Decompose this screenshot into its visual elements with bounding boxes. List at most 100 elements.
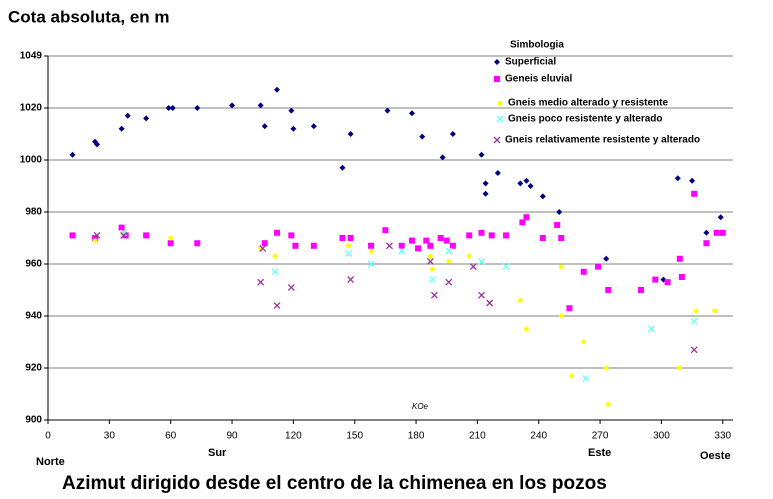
point [569,373,574,379]
point [398,247,406,255]
x-tick-label: 330 [714,431,731,442]
point [229,102,236,109]
point [558,264,564,269]
point [445,278,453,286]
point [523,214,530,221]
point [554,222,561,228]
legend-marker [494,59,500,65]
point [386,242,393,250]
point [261,123,268,130]
x-tick-label: 270 [592,431,609,442]
x-tick-label: 0 [45,431,51,442]
point [346,243,351,249]
point [310,123,317,130]
point [292,242,299,249]
annotation: KOe [412,402,429,411]
point [445,247,453,255]
legend-label: Gneis poco resistente y alterado [508,114,663,125]
point [664,279,671,286]
point [558,313,564,319]
point [580,268,587,275]
legend-label: Gneis medio alterado y resistente [508,98,668,109]
point [367,260,375,268]
point [339,235,346,241]
point [423,237,430,244]
point [347,235,354,241]
point [167,240,174,247]
point [368,248,374,254]
legend-marker [493,136,501,144]
point [443,237,450,244]
x-tick-label: 300 [653,431,670,442]
point [92,238,98,244]
y-tick-label: 960 [25,259,42,270]
point [517,180,524,187]
point [690,346,698,354]
point [120,231,128,239]
point [408,110,415,117]
point [523,177,530,184]
point [488,232,495,239]
point [118,224,125,231]
point [469,263,477,271]
point [437,235,444,241]
point [478,291,485,299]
point [415,245,422,252]
point [273,302,281,310]
point [478,229,485,236]
point [194,105,201,111]
point [168,235,174,241]
point [345,250,353,258]
legend-label: Superficial [505,57,556,68]
point [257,278,265,286]
point [69,151,76,158]
legend-marker [497,100,503,106]
point [478,151,485,158]
x-axis-title: Azimut dirigido desde el centro de la ch… [62,473,607,494]
point [274,229,281,236]
point [691,190,698,197]
point [690,317,698,325]
point [428,276,436,284]
point [603,365,609,371]
point [517,298,523,303]
legend-label: Geneis eluvial [505,74,572,85]
legend-marker [496,115,504,123]
x-tick-label: 60 [165,431,177,442]
point [449,131,456,137]
point [310,242,317,249]
point [677,365,683,371]
point [288,107,295,114]
point [382,227,389,234]
x-tick-label: 210 [469,431,486,442]
point [143,232,150,239]
y-tick-label: 940 [25,311,42,322]
point [712,308,717,314]
point [482,190,489,197]
point [605,402,611,407]
point [717,214,724,221]
point [703,229,710,236]
point [368,242,375,249]
point [524,326,529,332]
point [674,175,681,182]
point [494,170,501,176]
y-tick-label: 1049 [20,51,43,62]
point [69,232,76,239]
y-tick-label: 1000 [20,155,43,166]
y-tick-label: 980 [25,207,42,218]
point [566,305,573,312]
point [384,107,391,114]
point [94,141,101,148]
point [466,232,473,239]
point [427,253,433,259]
point [482,180,489,187]
point [647,325,655,333]
x-tick-label: 180 [408,431,425,442]
x-tick-label: 150 [346,431,363,442]
point [693,308,699,314]
point [556,209,563,215]
point [165,105,172,111]
point [678,274,685,280]
